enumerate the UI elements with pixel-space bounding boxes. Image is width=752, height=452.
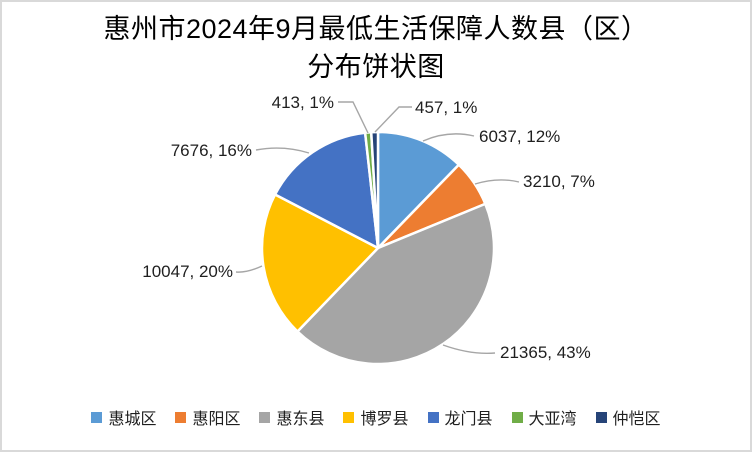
pie-slice-huichengqu	[376, 130, 461, 250]
pie-slice-huidongxian	[296, 202, 496, 366]
data-label-longmenxian: 7676, 16%	[171, 141, 252, 160]
data-label-huichengqu: 6037, 12%	[479, 127, 560, 146]
pie-slices	[260, 130, 496, 366]
legend-item-longmenxian: 龙门县	[427, 405, 493, 429]
legend-swatch-icon	[427, 411, 439, 423]
chart-title-line1: 惠州市2024年9月最低生活保障人数县（区）	[103, 14, 649, 44]
legend-item-boluoxian: 博罗县	[343, 405, 409, 429]
legend-swatch-icon	[91, 411, 103, 423]
data-label-boluoxian: 10047, 20%	[142, 262, 233, 281]
leader-line-huidongxian	[442, 344, 496, 355]
legend-label: 仲恺区	[612, 411, 661, 428]
data-labels: 6037, 12% 3210, 7% 21365, 43% 10047, 20%…	[142, 93, 595, 362]
legend-item-huidongxian: 惠东县	[259, 405, 324, 429]
legend-label: 博罗县	[360, 411, 409, 428]
legend-swatch-icon	[595, 411, 607, 423]
pie-slice-longmenxian	[273, 131, 380, 250]
leader-line-dayawan	[338, 101, 369, 134]
leader-lines	[235, 101, 520, 355]
data-label-huiyangqu: 3210, 7%	[523, 172, 595, 191]
legend-swatch-icon	[343, 411, 355, 423]
legend-item-dayawan: 大亚湾	[511, 405, 577, 429]
leader-line-boluoxian	[235, 265, 263, 273]
legend-item-huichengqu: 惠城区	[91, 405, 156, 429]
leader-line-huichengqu	[422, 133, 475, 142]
data-label-dayawan: 413, 1%	[272, 93, 334, 112]
data-label-zhongkaiqu: 457, 1%	[415, 98, 477, 117]
chart-title-line2: 分布饼状图	[307, 52, 445, 82]
legend-label: 惠阳区	[192, 411, 241, 428]
legend-item-zhongkaiqu: 仲恺区	[595, 405, 661, 429]
leader-line-huiyangqu	[474, 179, 520, 185]
leader-line-longmenxian	[255, 147, 310, 154]
data-label-huidongxian: 21365, 43%	[500, 343, 591, 362]
legend-label: 龙门县	[444, 411, 493, 428]
legend-item-huiyangqu: 惠阳区	[175, 405, 240, 429]
legend-swatch-icon	[259, 411, 271, 423]
chart-legend: 惠城区 惠阳区 惠东县 博罗县 龙门县 大亚湾 仲恺区	[2, 405, 750, 429]
legend-label: 惠东县	[276, 411, 325, 428]
legend-swatch-icon	[511, 411, 523, 423]
pie-slice-boluoxian	[260, 193, 380, 333]
chart-title: 惠州市2024年9月最低生活保障人数县（区） 分布饼状图	[2, 10, 750, 86]
leader-line-zhongkaiqu	[374, 106, 412, 133]
legend-swatch-icon	[175, 411, 187, 423]
legend-label: 惠城区	[108, 411, 157, 428]
legend-label: 大亚湾	[528, 411, 577, 428]
pie-slice-zhongkaiqu	[369, 130, 380, 250]
